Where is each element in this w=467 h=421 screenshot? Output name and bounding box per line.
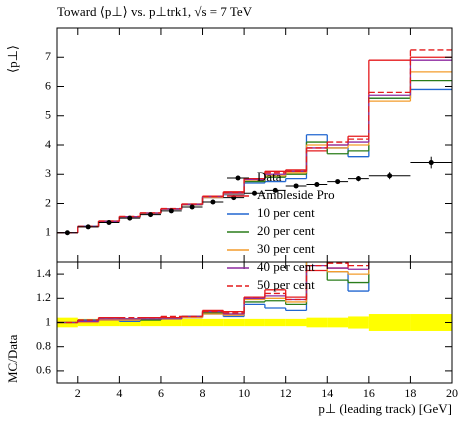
x-tick-label: 20 <box>446 386 458 400</box>
legend-label: 40 per cent <box>257 259 315 274</box>
plot-area <box>57 262 452 331</box>
y-tick-label: 1.4 <box>36 266 51 280</box>
uncertainty-band <box>223 318 245 327</box>
uncertainty-band <box>327 317 349 328</box>
y-tick-label: 1 <box>45 314 51 328</box>
ratio-frame <box>56 261 453 384</box>
x-tick-label: 10 <box>238 386 250 400</box>
uncertainty-band <box>244 318 265 327</box>
legend-label: 10 per cent <box>257 205 315 220</box>
main-frame <box>56 27 453 263</box>
data-point <box>189 204 195 210</box>
uncertainty-band <box>140 318 161 327</box>
x-tick-label: 14 <box>321 386 333 400</box>
uncertainty-band <box>348 316 369 329</box>
x-tick-label: 18 <box>404 386 416 400</box>
y-axis-label: ⟨p⊥⟩ <box>5 45 20 73</box>
uncertainty-band <box>202 318 224 327</box>
data-point <box>335 179 341 185</box>
x-tick-label: 12 <box>280 386 292 400</box>
data-point <box>210 199 216 205</box>
legend-label: 50 per cent <box>257 277 315 292</box>
plot-area <box>57 49 452 236</box>
y-tick-label: 1.2 <box>36 290 51 304</box>
chart-title: Toward ⟨p⊥⟩ vs. p⊥trk1, √s = 7 TeV <box>57 4 253 19</box>
data-point <box>387 173 393 179</box>
uncertainty-band <box>285 318 307 327</box>
legend-label: Ambleside Pro <box>257 187 335 202</box>
ratio-y-axis-label: MC/Data <box>5 334 20 383</box>
data-point <box>314 181 320 187</box>
data-point <box>64 230 70 236</box>
y-tick-label: 0.8 <box>36 338 51 352</box>
y-tick-label: 2 <box>45 195 51 209</box>
x-tick-label: 16 <box>363 386 375 400</box>
data-point <box>293 183 299 189</box>
legend: Data Ambleside Pro 10 per cent 20 per cent 3… <box>227 169 335 292</box>
uncertainty-band <box>264 318 286 327</box>
uncertainty-band <box>306 317 328 328</box>
data-point <box>106 220 112 226</box>
x-axis-label: p⊥ (leading track) [GeV] <box>318 401 452 416</box>
y-tick-label: 7 <box>45 49 51 63</box>
data-point <box>85 224 91 230</box>
uncertainty-band <box>410 314 452 331</box>
x-tick-label: 4 <box>116 386 122 400</box>
uncertainty-band <box>181 318 203 327</box>
data-point <box>272 187 278 193</box>
x-tick-label: 2 <box>75 386 81 400</box>
data-point <box>148 212 154 218</box>
y-tick-label: 5 <box>45 108 51 122</box>
uncertainty-band <box>160 318 182 327</box>
y-tick-label: 6 <box>45 78 51 92</box>
uncertainty-band <box>98 318 120 327</box>
y-tick-label: 0.6 <box>36 363 51 377</box>
legend-swatch <box>235 175 241 181</box>
x-tick-label: 6 <box>158 386 164 400</box>
uncertainty-band <box>119 318 141 327</box>
data-point <box>168 208 174 214</box>
x-tick-label: 8 <box>200 386 206 400</box>
legend-label: 30 per cent <box>257 241 315 256</box>
legend-label: 20 per cent <box>257 223 315 238</box>
data-point <box>428 160 434 166</box>
y-tick-label: 4 <box>45 137 51 151</box>
y-tick-label: 3 <box>45 166 51 180</box>
data-point <box>252 190 257 196</box>
data-point <box>355 176 361 182</box>
y-tick-label: 1 <box>45 225 51 239</box>
data-point <box>127 215 133 221</box>
uncertainty-band <box>368 314 411 331</box>
legend-label: Data <box>257 169 282 184</box>
